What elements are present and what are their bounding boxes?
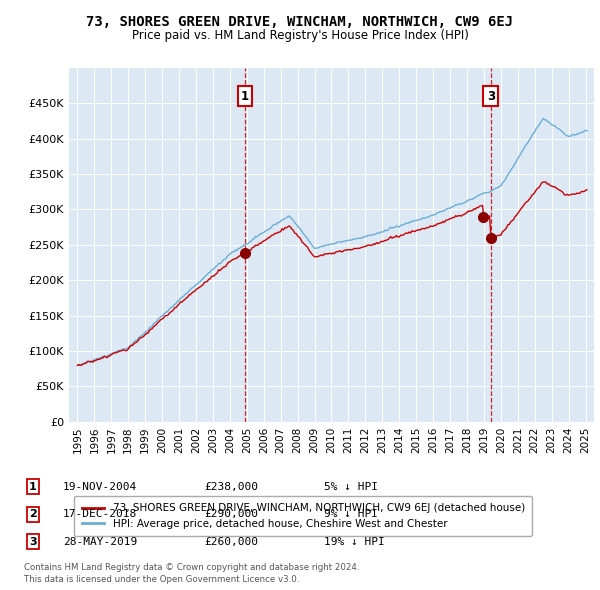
Text: 2: 2 (29, 510, 37, 519)
Text: 73, SHORES GREEN DRIVE, WINCHAM, NORTHWICH, CW9 6EJ: 73, SHORES GREEN DRIVE, WINCHAM, NORTHWI… (86, 15, 514, 29)
Text: £290,000: £290,000 (204, 510, 258, 519)
Text: 1: 1 (241, 90, 249, 103)
Text: 5% ↓ HPI: 5% ↓ HPI (324, 482, 378, 491)
Text: £238,000: £238,000 (204, 482, 258, 491)
Text: 3: 3 (487, 90, 495, 103)
Text: 17-DEC-2018: 17-DEC-2018 (63, 510, 137, 519)
Text: 19-NOV-2004: 19-NOV-2004 (63, 482, 137, 491)
Text: £260,000: £260,000 (204, 537, 258, 546)
Text: This data is licensed under the Open Government Licence v3.0.: This data is licensed under the Open Gov… (24, 575, 299, 584)
Text: 28-MAY-2019: 28-MAY-2019 (63, 537, 137, 546)
Text: Contains HM Land Registry data © Crown copyright and database right 2024.: Contains HM Land Registry data © Crown c… (24, 563, 359, 572)
Text: 3: 3 (29, 537, 37, 546)
Text: 9% ↓ HPI: 9% ↓ HPI (324, 510, 378, 519)
Text: 19% ↓ HPI: 19% ↓ HPI (324, 537, 385, 546)
Text: Price paid vs. HM Land Registry's House Price Index (HPI): Price paid vs. HM Land Registry's House … (131, 30, 469, 42)
Legend: 73, SHORES GREEN DRIVE, WINCHAM, NORTHWICH, CW9 6EJ (detached house), HPI: Avera: 73, SHORES GREEN DRIVE, WINCHAM, NORTHWI… (74, 496, 532, 536)
Text: 1: 1 (29, 482, 37, 491)
